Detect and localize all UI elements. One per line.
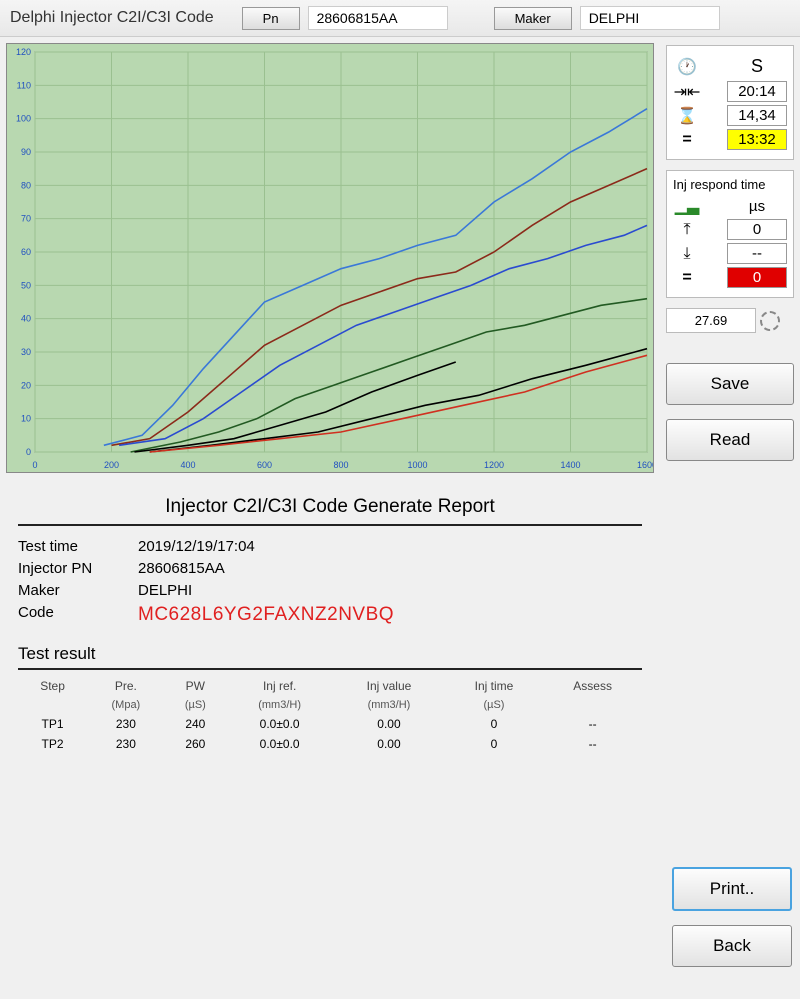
pn-field[interactable]: 28606815AA — [308, 6, 448, 30]
col-unit: (µS) — [445, 696, 544, 714]
spinner-value[interactable]: 27.69 — [666, 308, 756, 333]
respond-title: Inj respond time — [673, 177, 787, 192]
svg-text:40: 40 — [21, 314, 31, 324]
timing-clock: 20:14 — [727, 81, 787, 102]
svg-text:20: 20 — [21, 380, 31, 390]
respond-panel: Inj respond time ▁▃ µs ⤒ 0 ⤓ -- = 0 — [666, 170, 794, 298]
result-title: Test result — [18, 644, 642, 670]
report-panel: Injector C2I/C3I Code Generate Report Te… — [0, 482, 660, 762]
col-unit: (µS) — [165, 696, 226, 714]
maker-label: Maker — [18, 582, 138, 599]
equals-icon: = — [673, 131, 701, 149]
col-header: Assess — [543, 676, 642, 696]
svg-text:60: 60 — [21, 247, 31, 257]
col-unit: (mm3/H) — [226, 696, 333, 714]
maker-field[interactable]: DELPHI — [580, 6, 720, 30]
timing-hourglass: 14,34 — [727, 105, 787, 126]
timing-equals: 13:32 — [727, 129, 787, 150]
svg-text:1400: 1400 — [560, 460, 580, 470]
svg-text:80: 80 — [21, 180, 31, 190]
svg-text:1200: 1200 — [484, 460, 504, 470]
maker-value: DELPHI — [138, 582, 192, 599]
col-header: Inj time — [445, 676, 544, 696]
print-button[interactable]: Print.. — [672, 867, 792, 911]
respond-down: -- — [727, 243, 787, 264]
table-row: TP12302400.0±0.00.000-- — [18, 714, 642, 734]
equals-icon: = — [673, 269, 701, 287]
svg-text:0: 0 — [26, 447, 31, 457]
table-row: TP22302600.0±0.00.000-- — [18, 734, 642, 754]
spinner-row: 27.69 — [666, 308, 794, 333]
timing-unit: S — [727, 55, 787, 78]
code-value: MC628L6YG2FAXNZ2NVBQ — [138, 604, 394, 626]
spinner-icon — [760, 311, 780, 331]
respond-equals: 0 — [727, 267, 787, 288]
svg-text:110: 110 — [17, 80, 31, 90]
respond-unit: µs — [727, 197, 787, 216]
svg-text:90: 90 — [21, 147, 31, 157]
app-title: Delphi Injector C2I/C3I Code — [10, 9, 214, 27]
svg-text:120: 120 — [16, 47, 31, 57]
col-unit — [18, 696, 87, 714]
col-header: Inj value — [333, 676, 444, 696]
chart-area: 0 200 400 600 800 1000 1200 1400 1600 0 10 20 30 40 50… — [0, 37, 660, 482]
line-chart: 0 200 400 600 800 1000 1200 1400 1600 0 10 20 30 40 50… — [6, 43, 654, 473]
code-label: Code — [18, 604, 138, 626]
arrow-up-icon: ⤒ — [673, 221, 701, 239]
col-header: PW — [165, 676, 226, 696]
svg-text:600: 600 — [257, 460, 272, 470]
pn-button[interactable]: Pn — [242, 7, 300, 30]
col-unit — [543, 696, 642, 714]
svg-text:1000: 1000 — [407, 460, 427, 470]
svg-text:50: 50 — [21, 280, 31, 290]
respond-up: 0 — [727, 219, 787, 240]
save-button[interactable]: Save — [666, 363, 794, 405]
arrow-down-icon: ⤓ — [673, 245, 701, 263]
svg-text:0: 0 — [32, 460, 37, 470]
svg-text:30: 30 — [21, 347, 31, 357]
col-header: Step — [18, 676, 87, 696]
back-button[interactable]: Back — [672, 925, 792, 967]
read-button[interactable]: Read — [666, 419, 794, 461]
timing-panel: 🕐 S ⇥⇤ 20:14 ⌛ 14,34 = 13:32 — [666, 45, 794, 160]
width-icon: ⇥⇤ — [673, 82, 701, 102]
svg-text:1600: 1600 — [637, 460, 654, 470]
col-header: Inj ref. — [226, 676, 333, 696]
hourglass-icon: ⌛ — [673, 106, 701, 126]
svg-text:400: 400 — [180, 460, 195, 470]
svg-text:200: 200 — [104, 460, 119, 470]
svg-text:100: 100 — [16, 114, 31, 124]
pn-value: 28606815AA — [138, 560, 225, 577]
col-unit: (mm3/H) — [333, 696, 444, 714]
svg-text:10: 10 — [21, 414, 31, 424]
results-table: StepPre.PWInj ref.Inj valueInj timeAsses… — [18, 676, 642, 754]
col-header: Pre. — [87, 676, 165, 696]
clock-icon: 🕐 — [673, 57, 701, 77]
report-title: Injector C2I/C3I Code Generate Report — [18, 490, 642, 526]
graph-icon: ▁▃ — [673, 196, 701, 216]
test-time-label: Test time — [18, 538, 138, 555]
header-bar: Delphi Injector C2I/C3I Code Pn 28606815… — [0, 0, 800, 37]
svg-text:800: 800 — [333, 460, 348, 470]
col-unit: (Mpa) — [87, 696, 165, 714]
test-time-value: 2019/12/19/17:04 — [138, 538, 255, 555]
pn-label: Injector PN — [18, 560, 138, 577]
maker-button[interactable]: Maker — [494, 7, 572, 30]
svg-text:70: 70 — [21, 214, 31, 224]
